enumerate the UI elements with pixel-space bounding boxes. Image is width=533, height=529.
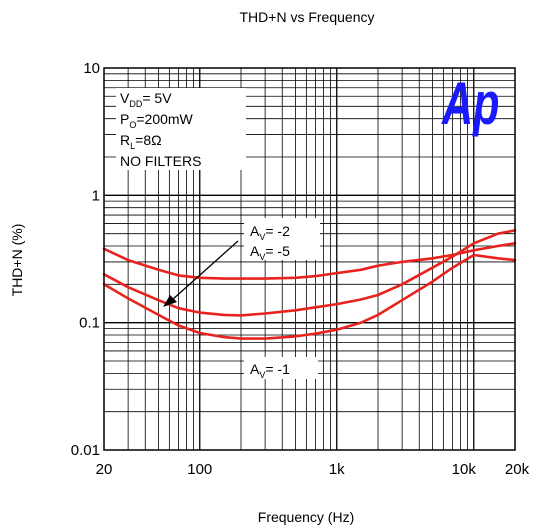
svg-text:AV= -5: AV= -5 xyxy=(250,243,290,262)
rl-value: =8Ω xyxy=(135,132,161,148)
ap-logo: Ap xyxy=(440,71,499,138)
av-lower-value: = -1 xyxy=(265,361,290,377)
x-tick-label: 20 xyxy=(96,461,113,478)
rl-label: R xyxy=(120,132,130,148)
filters-label: NO FILTERS xyxy=(120,153,201,169)
x-tick-label: 20k xyxy=(505,461,530,478)
series-line-1 xyxy=(102,242,517,280)
po-value: =200mW xyxy=(136,111,193,127)
y-tick-label: 1 xyxy=(92,187,100,204)
av-upper-2-label: A xyxy=(250,243,260,259)
x-tick-label: 10k xyxy=(452,461,477,478)
svg-text:AV= -2: AV= -2 xyxy=(250,223,290,242)
av-lower-subscript: V xyxy=(259,370,265,380)
y-tick-labels: 10 1 0.1 0.01 xyxy=(71,60,100,459)
series-line-3 xyxy=(102,253,517,340)
y-tick-label: 0.1 xyxy=(79,315,100,332)
svg-text:VDD= 5V: VDD= 5V xyxy=(120,90,172,109)
x-tick-labels: 20 100 1k 10k 20k xyxy=(96,461,530,478)
chart-curves xyxy=(102,229,517,340)
plot-frame xyxy=(103,67,516,451)
av-lower-annotation: AV= -1 xyxy=(244,357,318,380)
po-subscript: O xyxy=(129,120,136,130)
conditions-box: VDD= 5V PO=200mW RL=8Ω NO FILTERS xyxy=(116,88,246,170)
svg-text:RL=8Ω: RL=8Ω xyxy=(120,132,162,151)
vdd-label: V xyxy=(120,90,130,106)
rl-subscript: L xyxy=(130,141,135,151)
av-upper-2-subscript: V xyxy=(259,252,265,262)
av-lower-label: A xyxy=(250,361,260,377)
x-axis-label: Frequency (Hz) xyxy=(258,509,354,525)
av-upper-1-subscript: V xyxy=(259,232,265,242)
y-axis-label: THD+N (%) xyxy=(9,224,25,297)
x-tick-label: 100 xyxy=(187,461,212,478)
x-tick-label: 1k xyxy=(329,461,345,478)
av-upper-2-value: = -5 xyxy=(265,243,290,259)
series-line-2 xyxy=(102,229,517,317)
vdd-subscript: DD xyxy=(129,99,142,109)
av-upper-1-value: = -2 xyxy=(265,223,290,239)
y-tick-label: 10 xyxy=(83,60,100,77)
y-tick-label: 0.01 xyxy=(71,442,100,459)
po-label: P xyxy=(120,111,129,127)
svg-text:PO=200mW: PO=200mW xyxy=(120,111,194,130)
chart-title: THD+N vs Frequency xyxy=(240,9,375,25)
av-upper-1-label: A xyxy=(250,223,260,239)
av-upper-annotation: AV= -2 AV= -5 xyxy=(244,218,320,262)
annotation-arrow xyxy=(163,240,239,307)
svg-text:AV= -1: AV= -1 xyxy=(250,361,290,380)
vdd-value: = 5V xyxy=(142,90,172,106)
